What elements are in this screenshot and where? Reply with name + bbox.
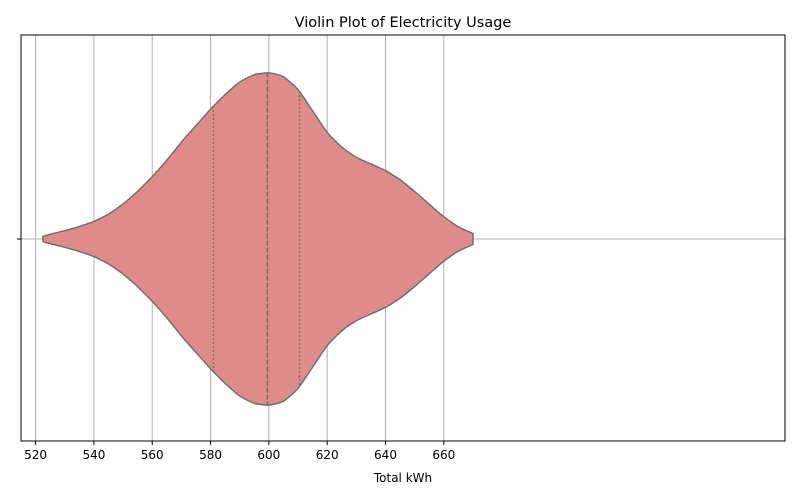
x-tick-label-660: 660	[432, 448, 455, 462]
x-axis: 520 540 560 580 600 620 640 660	[24, 441, 455, 462]
x-tick-label-540: 540	[82, 448, 105, 462]
plot-frame	[20, 34, 786, 442]
x-tick-label-640: 640	[374, 448, 397, 462]
x-tick-label-620: 620	[316, 448, 339, 462]
x-tick-label-560: 560	[141, 448, 164, 462]
x-tick-label-580: 580	[199, 448, 222, 462]
x-tick-label-520: 520	[24, 448, 47, 462]
violin-body	[42, 72, 474, 406]
chart-title: Violin Plot of Electricity Usage	[295, 15, 512, 31]
x-tick-label-600: 600	[257, 448, 280, 462]
x-axis-label: Total kWh	[373, 471, 432, 485]
violin-shape	[42, 72, 474, 406]
